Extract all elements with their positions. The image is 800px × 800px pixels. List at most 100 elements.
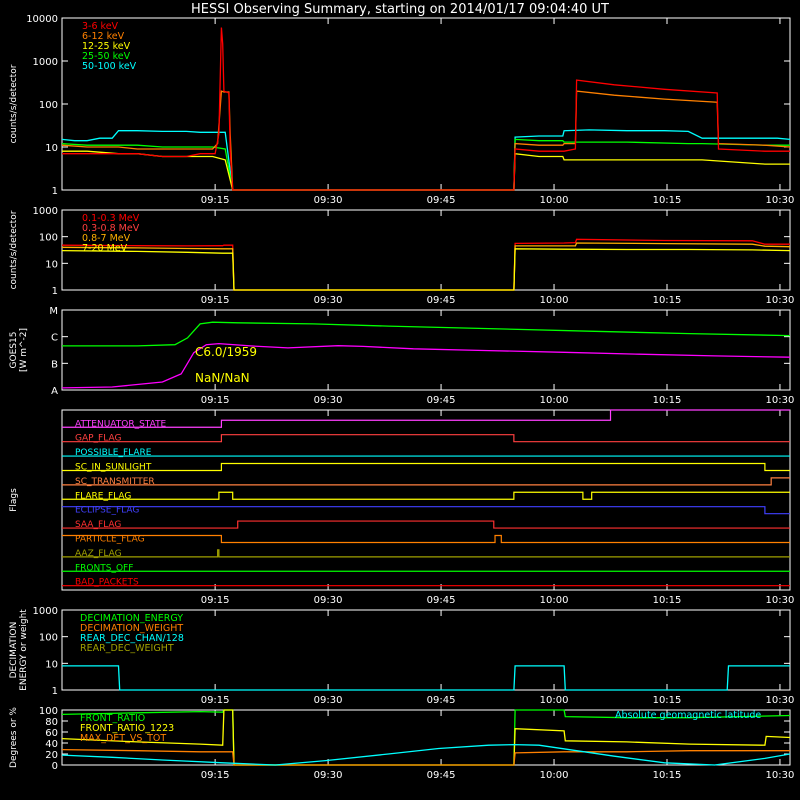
y-tick-label: 100 [39, 233, 58, 244]
y-tick-label: 1000 [33, 606, 58, 617]
y-tick-label: 20 [45, 750, 58, 761]
y-axis-label-2: [W m^-2] [19, 328, 29, 372]
x-tick-label: 09:45 [427, 295, 456, 306]
x-tick-label: 09:45 [427, 695, 456, 706]
series-line-2 [61, 748, 790, 766]
flag-line [62, 534, 790, 544]
x-tick-label: 09:30 [314, 770, 343, 781]
legend-entry: DECIMATION_WEIGHT [80, 623, 183, 634]
x-tick-label: 10:00 [540, 195, 569, 206]
y-axis-label: counts/s/detector [9, 64, 19, 143]
x-tick-label: 10:30 [766, 695, 795, 706]
panel-flags: 09:15 09:30 09:45 10:00 10:15 10:30 Flags ATTEN… [9, 409, 795, 606]
x-tick-label: 10:00 [540, 770, 569, 781]
series-line-1 [61, 138, 790, 191]
flag-line [62, 462, 790, 472]
legend-entry: 0.8-7 MeV [82, 233, 131, 244]
x-tick-label: 09:30 [314, 595, 343, 606]
x-tick-label: 09:15 [201, 295, 230, 306]
x-tick-label: 09:30 [314, 295, 343, 306]
panel-rates_low: 1 10 100 1000 10000 09:15 09:30 09:45 10:00 10:15… [9, 14, 794, 206]
panel-decimation: 1 10 100 1000 09:15 09:30 09:45 10:00 10:15 10:30… [9, 606, 794, 706]
flag-label: SAA_FLAG [75, 520, 121, 530]
x-tick-label: 10:00 [540, 295, 569, 306]
flag-label: GAP_FLAG [75, 434, 121, 444]
panel-frame [61, 409, 791, 591]
legend-entry: 3-6 keV [82, 21, 119, 32]
flag-label: FLARE_FLAG [75, 491, 131, 501]
legend-entry: 0.3-0.8 MeV [82, 223, 140, 234]
x-tick-label: 10:15 [653, 395, 682, 406]
series-line-1 [61, 242, 791, 291]
x-tick-label: 09:15 [201, 770, 230, 781]
panel-goes: A B C M 09:15 09:30 09:45 10:00 10:15 10:30 GOES15… [9, 306, 794, 406]
legend-entry: 6-12 keV [82, 31, 125, 42]
y-tick-label: 1 [52, 686, 58, 697]
x-tick-label: 10:00 [540, 595, 569, 606]
y-tick-label: B [51, 359, 58, 370]
flag-line [62, 477, 790, 486]
y-tick-label: 10 [45, 259, 58, 270]
x-tick-label: 10:30 [766, 395, 795, 406]
goes-annotation: C6.0/1959 [195, 345, 257, 359]
chart-title: HESSI Observing Summary, starting on 201… [191, 2, 609, 17]
y-tick-label: 0 [52, 761, 58, 772]
panel-rates_high: 1 10 100 1000 09:15 09:30 09:45 10:00 10:15 10:30… [9, 206, 794, 306]
goes-annotation: NaN/NaN [195, 371, 250, 385]
x-tick-label: 10:30 [766, 770, 795, 781]
x-tick-label: 09:45 [427, 195, 456, 206]
y-tick-label: 1 [52, 186, 58, 197]
x-tick-label: 09:15 [201, 595, 230, 606]
y-tick-label: A [51, 386, 58, 397]
legend-entry: 0.1-0.3 MeV [82, 213, 140, 224]
flag-label: POSSIBLE_FLARE [75, 448, 152, 458]
series-line-1 [61, 342, 791, 389]
y-tick-label: 10 [45, 659, 58, 670]
series-line-0 [61, 238, 790, 291]
y-tick-label: 80 [45, 717, 58, 728]
y-tick-label: 10000 [26, 14, 58, 25]
flag-label: SC_IN_SUNLIGHT [75, 462, 152, 472]
x-tick-label: 10:30 [766, 595, 795, 606]
y-tick-label: 1 [52, 286, 58, 297]
x-tick-label: 09:45 [427, 770, 456, 781]
series-line-4 [62, 27, 790, 191]
flag-label: AAZ_FLAG [75, 549, 122, 559]
legend-entry: 50-100 keV [82, 61, 137, 72]
y-tick-label: M [49, 306, 58, 317]
flag-label: ATTENUATOR_STATE [75, 419, 167, 429]
panel-frame [61, 17, 791, 191]
y-axis-label: counts/s/detector [9, 210, 19, 289]
legend-entry: 7-20 MeV [82, 243, 128, 254]
x-tick-label: 09:15 [201, 395, 230, 406]
y-axis-label-2: ENERGY or weight [19, 609, 29, 691]
series-line-0 [62, 321, 791, 347]
y-tick-label: C [51, 333, 58, 344]
x-tick-label: 09:30 [314, 195, 343, 206]
x-tick-label: 10:00 [540, 695, 569, 706]
x-tick-label: 10:30 [766, 195, 795, 206]
y-tick-label: 40 [45, 739, 58, 750]
x-tick-label: 10:00 [540, 395, 569, 406]
x-tick-label: 10:15 [653, 695, 682, 706]
legend-entry: 12-25 keV [82, 41, 131, 52]
flag-line [62, 491, 790, 500]
flag-label: FRONTS_OFF [75, 563, 133, 573]
series-line-1 [61, 709, 791, 766]
y-axis-label: DECIMATION [9, 622, 19, 679]
flag-line [62, 506, 790, 515]
x-tick-label: 09:15 [201, 195, 230, 206]
y-tick-label: 100 [39, 633, 58, 644]
y-tick-label: 60 [45, 728, 58, 739]
series-line-3 [61, 90, 791, 191]
y-axis-label: GOES15 [9, 332, 19, 369]
y-axis-label: Degrees or % [9, 707, 19, 768]
x-tick-label: 10:15 [653, 295, 682, 306]
x-tick-label: 09:30 [314, 695, 343, 706]
flag-line [62, 409, 790, 428]
x-tick-label: 10:30 [766, 295, 795, 306]
x-tick-label: 10:15 [653, 770, 682, 781]
x-tick-label: 10:15 [653, 195, 682, 206]
